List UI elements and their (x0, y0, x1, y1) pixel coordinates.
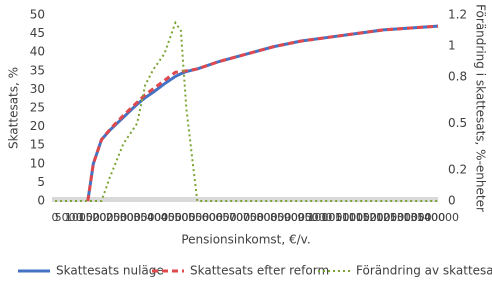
y2-tick-label: 0.5 (448, 116, 467, 130)
y-tick-label: 10 (30, 156, 45, 170)
legend-label: Skattesats nuläge (56, 264, 164, 278)
y-tick-label: 30 (30, 82, 45, 96)
x-tick-label: 140000 (417, 211, 459, 224)
y-tick-label: 0 (37, 194, 45, 208)
series-line (86, 24, 439, 202)
series-line (55, 20, 438, 202)
series-line (86, 24, 439, 202)
legend-label: Skattesats efter reform (190, 264, 329, 278)
x-tick-label: 0 (52, 211, 59, 224)
x-axis-title: Pensionsinkomst, €/v. (181, 233, 310, 247)
y2-tick-label: 0.8 (448, 70, 467, 84)
x-tick-label: 70000 (229, 211, 264, 224)
x-tick-label: 55000 (188, 211, 223, 224)
y2-tick-label: 1 (448, 39, 456, 53)
x-tick-label: 5000 (55, 211, 83, 224)
x-tick-label: 45000 (161, 211, 196, 224)
axis-band (52, 197, 438, 202)
y-tick-label: 50 (30, 8, 45, 22)
y-tick-label: 40 (30, 45, 45, 59)
y2-axis-title: Förändring i skattesats, %-enheter (474, 4, 488, 212)
x-tick-label: 100000 (308, 211, 350, 224)
y-tick-label: 35 (30, 63, 45, 77)
x-tick-label: 130000 (390, 211, 432, 224)
y2-tick-label: 1.2 (448, 8, 467, 22)
x-tick-label: 10000 (65, 211, 100, 224)
x-tick-label: 75000 (243, 211, 278, 224)
x-tick-label: 65000 (215, 211, 250, 224)
x-tick-label: 15000 (79, 211, 114, 224)
y2-tick-label: 0 (448, 194, 456, 208)
x-tick-label: 25000 (106, 211, 141, 224)
x-tick-label: 95000 (297, 211, 332, 224)
y-tick-label: 25 (30, 101, 45, 115)
x-tick-label: 120000 (362, 211, 404, 224)
x-tick-label: 60000 (202, 211, 237, 224)
x-tick-label: 40000 (147, 211, 182, 224)
x-tick-label: 115000 (349, 211, 391, 224)
x-tick-label: 90000 (284, 211, 319, 224)
x-tick-label: 125000 (376, 211, 418, 224)
y2-tick-label: 0.2 (448, 163, 467, 177)
x-tick-label: 30000 (120, 211, 155, 224)
legend-label: Förändring av skattesats (356, 264, 492, 278)
x-tick-label: 105000 (321, 211, 363, 224)
x-tick-label: 85000 (270, 211, 305, 224)
y-tick-label: 15 (30, 138, 45, 152)
y-tick-label: 5 (37, 175, 45, 189)
y-axis-title: Skattesats, % (7, 67, 21, 149)
x-tick-label: 80000 (256, 211, 291, 224)
x-tick-label: 35000 (133, 211, 168, 224)
x-tick-label: 110000 (335, 211, 377, 224)
x-tick-label: 135000 (403, 211, 445, 224)
x-tick-label: 20000 (92, 211, 127, 224)
y-tick-label: 45 (30, 26, 45, 40)
x-tick-label: 50000 (174, 211, 209, 224)
y-tick-label: 20 (30, 119, 45, 133)
